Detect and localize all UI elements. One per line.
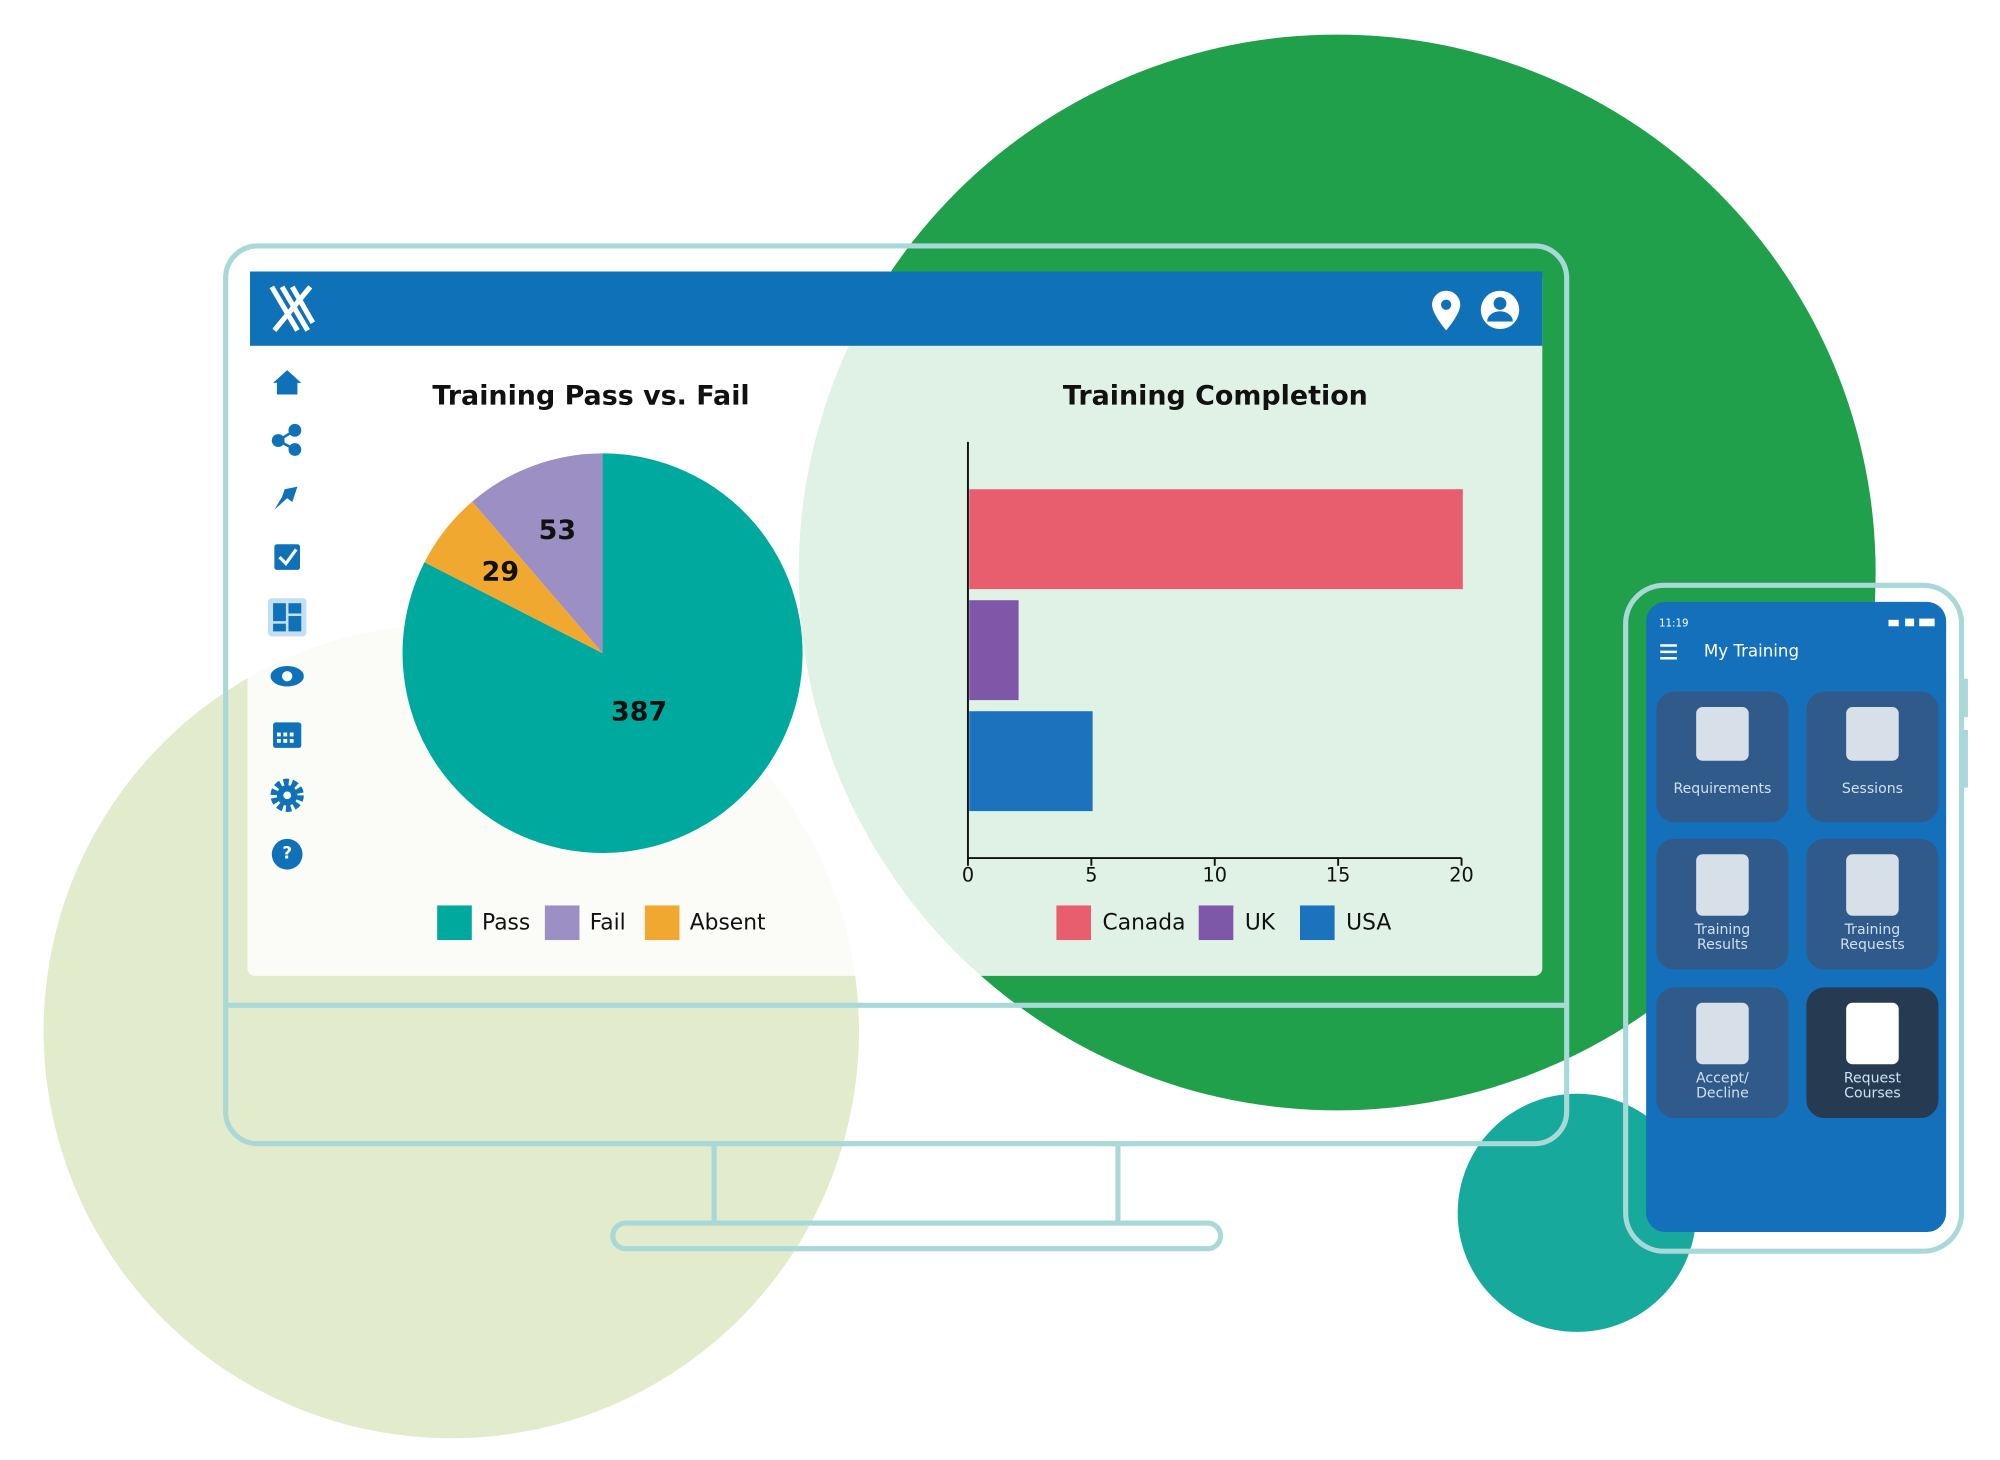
data-label: 29	[482, 556, 519, 587]
x-tick-label: 15	[1326, 864, 1350, 887]
phone-button	[1961, 730, 1968, 788]
home-icon[interactable]	[273, 370, 302, 395]
legend-label: Fail	[590, 910, 626, 935]
x-tick-label: 5	[1085, 864, 1097, 887]
tile-label: Sessions	[1842, 781, 1903, 797]
data-label: 53	[539, 515, 576, 546]
eye-icon[interactable]	[270, 665, 304, 687]
header-bar	[250, 271, 1543, 346]
x-tick-label: 0	[962, 864, 974, 887]
pie-slice	[472, 453, 603, 654]
tile-label: Training	[1844, 922, 1901, 938]
legend-swatch	[1198, 905, 1234, 941]
legend-label: UK	[1245, 910, 1276, 935]
legend-label: USA	[1346, 910, 1391, 935]
tile-icon	[1846, 706, 1899, 761]
chart-title: Training Pass vs. Fail	[432, 381, 749, 412]
tile-icon	[1846, 1002, 1899, 1065]
legend-swatch	[544, 905, 580, 941]
stand-base	[610, 1220, 1224, 1252]
tile-label: Results	[1697, 937, 1748, 953]
bar	[969, 489, 1463, 590]
app-tile[interactable]: Sessions	[1806, 691, 1939, 823]
help-icon[interactable]: ?	[271, 838, 303, 870]
phone-title: My Training	[1704, 641, 1799, 660]
bar	[969, 600, 1019, 701]
tile-label: Request	[1844, 1070, 1902, 1086]
task-icon[interactable]	[274, 544, 300, 570]
bar	[969, 711, 1093, 812]
chart-title: Training Completion	[1063, 381, 1368, 412]
legend-label: Pass	[482, 910, 530, 935]
monitor	[223, 243, 1570, 1147]
location-icon[interactable]	[1432, 290, 1461, 331]
tile-icon	[1696, 706, 1749, 761]
tile-label: Courses	[1844, 1086, 1901, 1102]
app-tile[interactable]: Accept/Decline	[1656, 987, 1789, 1119]
tile-icon	[1846, 854, 1899, 916]
logo[interactable]	[269, 285, 316, 333]
x-tick-label: 20	[1449, 864, 1473, 887]
tile-label: Requirements	[1673, 781, 1771, 797]
status-time: 11:19	[1659, 618, 1689, 630]
app-tile[interactable]: Requirements	[1656, 691, 1789, 823]
menu-icon[interactable]	[1660, 644, 1677, 660]
tile-label: Accept/	[1696, 1070, 1749, 1086]
tile-label: Decline	[1696, 1086, 1749, 1102]
dashboard-icon[interactable]	[267, 598, 307, 637]
legend-swatch	[437, 905, 472, 941]
legend-label: Absent	[690, 910, 766, 935]
pie-slice	[402, 453, 803, 853]
phone-button	[1961, 678, 1968, 718]
legend-swatch	[1056, 905, 1092, 941]
legend-swatch	[1300, 905, 1335, 941]
settings-icon[interactable]	[270, 778, 304, 812]
x-tick-label: 10	[1203, 864, 1227, 887]
svg-text:?: ?	[282, 844, 292, 863]
bg-circle	[1457, 1093, 1697, 1332]
legend-swatch	[644, 905, 680, 941]
user-icon[interactable]	[1480, 290, 1520, 330]
status-icons	[1888, 618, 1935, 627]
tile-icon	[1696, 854, 1749, 916]
legend-label: Canada	[1103, 910, 1186, 935]
pie-slice	[424, 501, 603, 654]
tile-icon	[1696, 1002, 1749, 1065]
share-icon[interactable]	[271, 423, 302, 456]
pin-icon[interactable]	[274, 486, 298, 510]
data-label: 387	[611, 696, 667, 727]
phone-frame	[1623, 582, 1965, 1254]
tile-label: Training	[1694, 922, 1751, 938]
tile-label: Requests	[1840, 937, 1905, 953]
calendar-icon[interactable]	[273, 722, 302, 748]
